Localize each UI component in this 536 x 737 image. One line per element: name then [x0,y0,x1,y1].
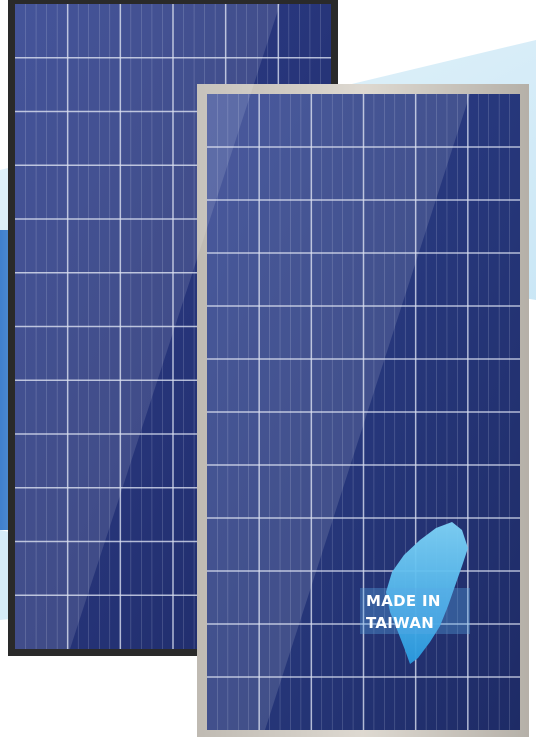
badge-backdrop [360,588,470,634]
badge-line2: TAIWAN [366,614,434,632]
taiwan-map [386,522,468,664]
front-solar-panel [197,84,529,737]
badge-line1: MADE IN [366,592,441,610]
glass-glare [207,94,470,730]
glass-glare [15,4,280,649]
made-in-taiwan-badge: MADE IN TAIWAN [360,522,470,664]
